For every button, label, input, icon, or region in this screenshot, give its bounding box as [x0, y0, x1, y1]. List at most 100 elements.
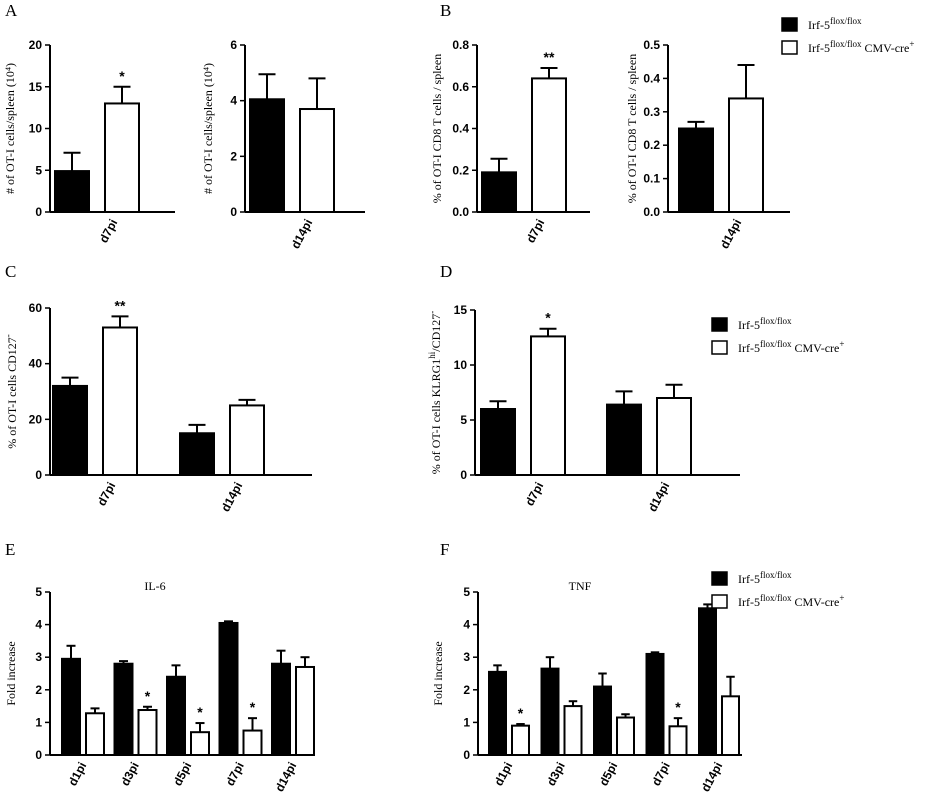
significance-marker: ** [115, 297, 126, 313]
y-tick-label: 4 [35, 618, 42, 632]
legend-swatch-wt [711, 571, 728, 586]
bar-wt [249, 98, 285, 213]
bar-wt [606, 403, 642, 477]
category-label: d7pi [94, 480, 118, 508]
legend-label-ko: Irf-5flox/flox CMV-cre+ [808, 39, 914, 55]
legend-label-wt-sup: flox/flox [760, 316, 792, 326]
bar-wt [540, 667, 560, 756]
y-axis-label: % of OT-I cells KLRG1hi/CD127- [427, 311, 443, 475]
bar-ko [295, 665, 315, 756]
bar-wt [218, 621, 239, 756]
bar-wt [54, 170, 90, 214]
chart-d: D 0 5 10 15 % of OT-I cells KLRG1hi/CD127- d7p… [427, 262, 740, 514]
chart-e: E IL-6 0 1 2 3 4 5 Fold increase d1pi d3pi d5pi d7pi… [4, 540, 315, 794]
legend-label-ko-text: Irf-5 [738, 595, 760, 609]
y-axis-label: # of OT-I cells/spleen (10⁴) [3, 63, 17, 194]
y-axis-label-tail-sup: - [427, 311, 437, 314]
legend-label-ko-sup: flox/flox [760, 593, 792, 603]
y-axis-label: Fold increase [431, 641, 445, 705]
bar-ko [511, 724, 530, 756]
legend-label-wt-text: Irf-5 [738, 318, 760, 332]
bar-ko [668, 725, 688, 757]
bar-ko [229, 404, 265, 476]
y-tick-label: 0.1 [643, 172, 660, 186]
significance-marker: * [119, 68, 125, 84]
y-tick-label: 0.0 [452, 205, 469, 219]
y-tick-label: 4 [230, 94, 237, 108]
y-axis-label: # of OT-I cells/spleen (10⁴) [201, 63, 215, 194]
bar-ko [104, 102, 140, 213]
bar-ko [242, 729, 263, 756]
y-tick-label: 3 [463, 650, 470, 664]
bar-wt [481, 171, 517, 213]
category-label: d14pi [288, 217, 315, 251]
y-axis-label-text: Fold increase [4, 641, 18, 705]
y-axis-label-text: % of OT-I cells KLRG1 [429, 359, 443, 475]
y-tick-label: 1 [463, 715, 470, 729]
legend-label-ko-suffix: CMV-cre [791, 595, 839, 609]
y-axis-label-sup: hi [427, 351, 437, 359]
legend-label-ko-suffix-sup: + [909, 39, 914, 49]
panel-letter: F [440, 540, 449, 559]
bar-ko [563, 705, 583, 756]
panel-letter: E [5, 540, 15, 559]
bar-ko [530, 335, 566, 476]
bar-ko [656, 397, 692, 476]
legend-label-wt-text: Irf-5 [738, 572, 760, 586]
y-tick-label: 15 [454, 303, 468, 317]
bar-wt [645, 652, 665, 756]
bar-ko [85, 712, 105, 756]
category-label: d14pi [645, 480, 672, 514]
y-tick-label: 10 [29, 122, 43, 136]
legend-label-ko: Irf-5flox/flox CMV-cre+ [738, 339, 844, 355]
y-axis-label-tail: /CD127 [429, 314, 443, 352]
panel-letter: C [5, 262, 16, 281]
bar-ko [728, 97, 764, 213]
y-tick-label: 0 [35, 468, 42, 482]
legend-label-wt-text: Irf-5 [808, 18, 830, 32]
y-tick-label: 6 [230, 38, 237, 52]
chart-title: IL-6 [144, 579, 165, 593]
legend-label-ko-suffix-sup: + [839, 339, 844, 349]
category-label: d1pi [65, 760, 89, 788]
category-label: d7pi [223, 760, 247, 788]
y-tick-label: 0 [35, 748, 42, 762]
category-label: d3pi [118, 760, 142, 788]
legend-label-wt: Irf-5flox/flox [738, 316, 792, 332]
bar-wt [52, 384, 88, 476]
y-tick-label: 0.0 [643, 205, 660, 219]
y-tick-label: 2 [463, 683, 470, 697]
panel-letter: D [440, 262, 452, 281]
chart-f: F TNF 0 1 2 3 4 5 Fold increase d1pi d3pi d5pi d7pi d… [431, 540, 742, 794]
y-tick-label: 4 [463, 618, 470, 632]
bar-ko [616, 716, 635, 757]
significance-marker: ** [544, 49, 555, 65]
y-tick-label: 5 [463, 585, 470, 599]
category-label: d7pi [523, 217, 547, 245]
chart-a1: A 0 5 10 15 20 # of OT-I cells/spleen (10⁴) d7p… [3, 1, 175, 245]
y-tick-label: 0.4 [643, 71, 660, 85]
significance-marker: * [250, 699, 256, 715]
legend-swatch-wt [781, 17, 798, 32]
category-label: d3pi [544, 760, 568, 788]
y-tick-label: 20 [29, 412, 43, 426]
legend-swatch-ko [711, 340, 728, 355]
y-tick-label: 0.5 [643, 38, 660, 52]
panel-letter: B [440, 1, 451, 20]
category-label: d14pi [717, 217, 744, 251]
chart-c: C 0 20 40 60 % of OT-I cells CD127- d7pi d14pi *… [3, 262, 312, 514]
y-tick-label: 0.8 [452, 38, 469, 52]
category-label: d14pi [272, 760, 299, 794]
category-label: d5pi [170, 760, 194, 788]
y-tick-label: 2 [35, 683, 42, 697]
y-tick-label: 10 [454, 358, 468, 372]
y-axis-label-text: % of OT-I CD8 T cells / spleen [625, 54, 639, 203]
legend-label-wt-sup: flox/flox [760, 570, 792, 580]
legend-swatch-ko [711, 594, 728, 609]
legend-label-ko-suffix: CMV-cre [861, 41, 909, 55]
category-label: d7pi [522, 480, 546, 508]
y-axis-label: % of OT-I CD8 T cells / spleen [430, 54, 444, 203]
legend-label-ko: Irf-5flox/flox CMV-cre+ [738, 593, 844, 609]
bar-ko [102, 326, 138, 476]
